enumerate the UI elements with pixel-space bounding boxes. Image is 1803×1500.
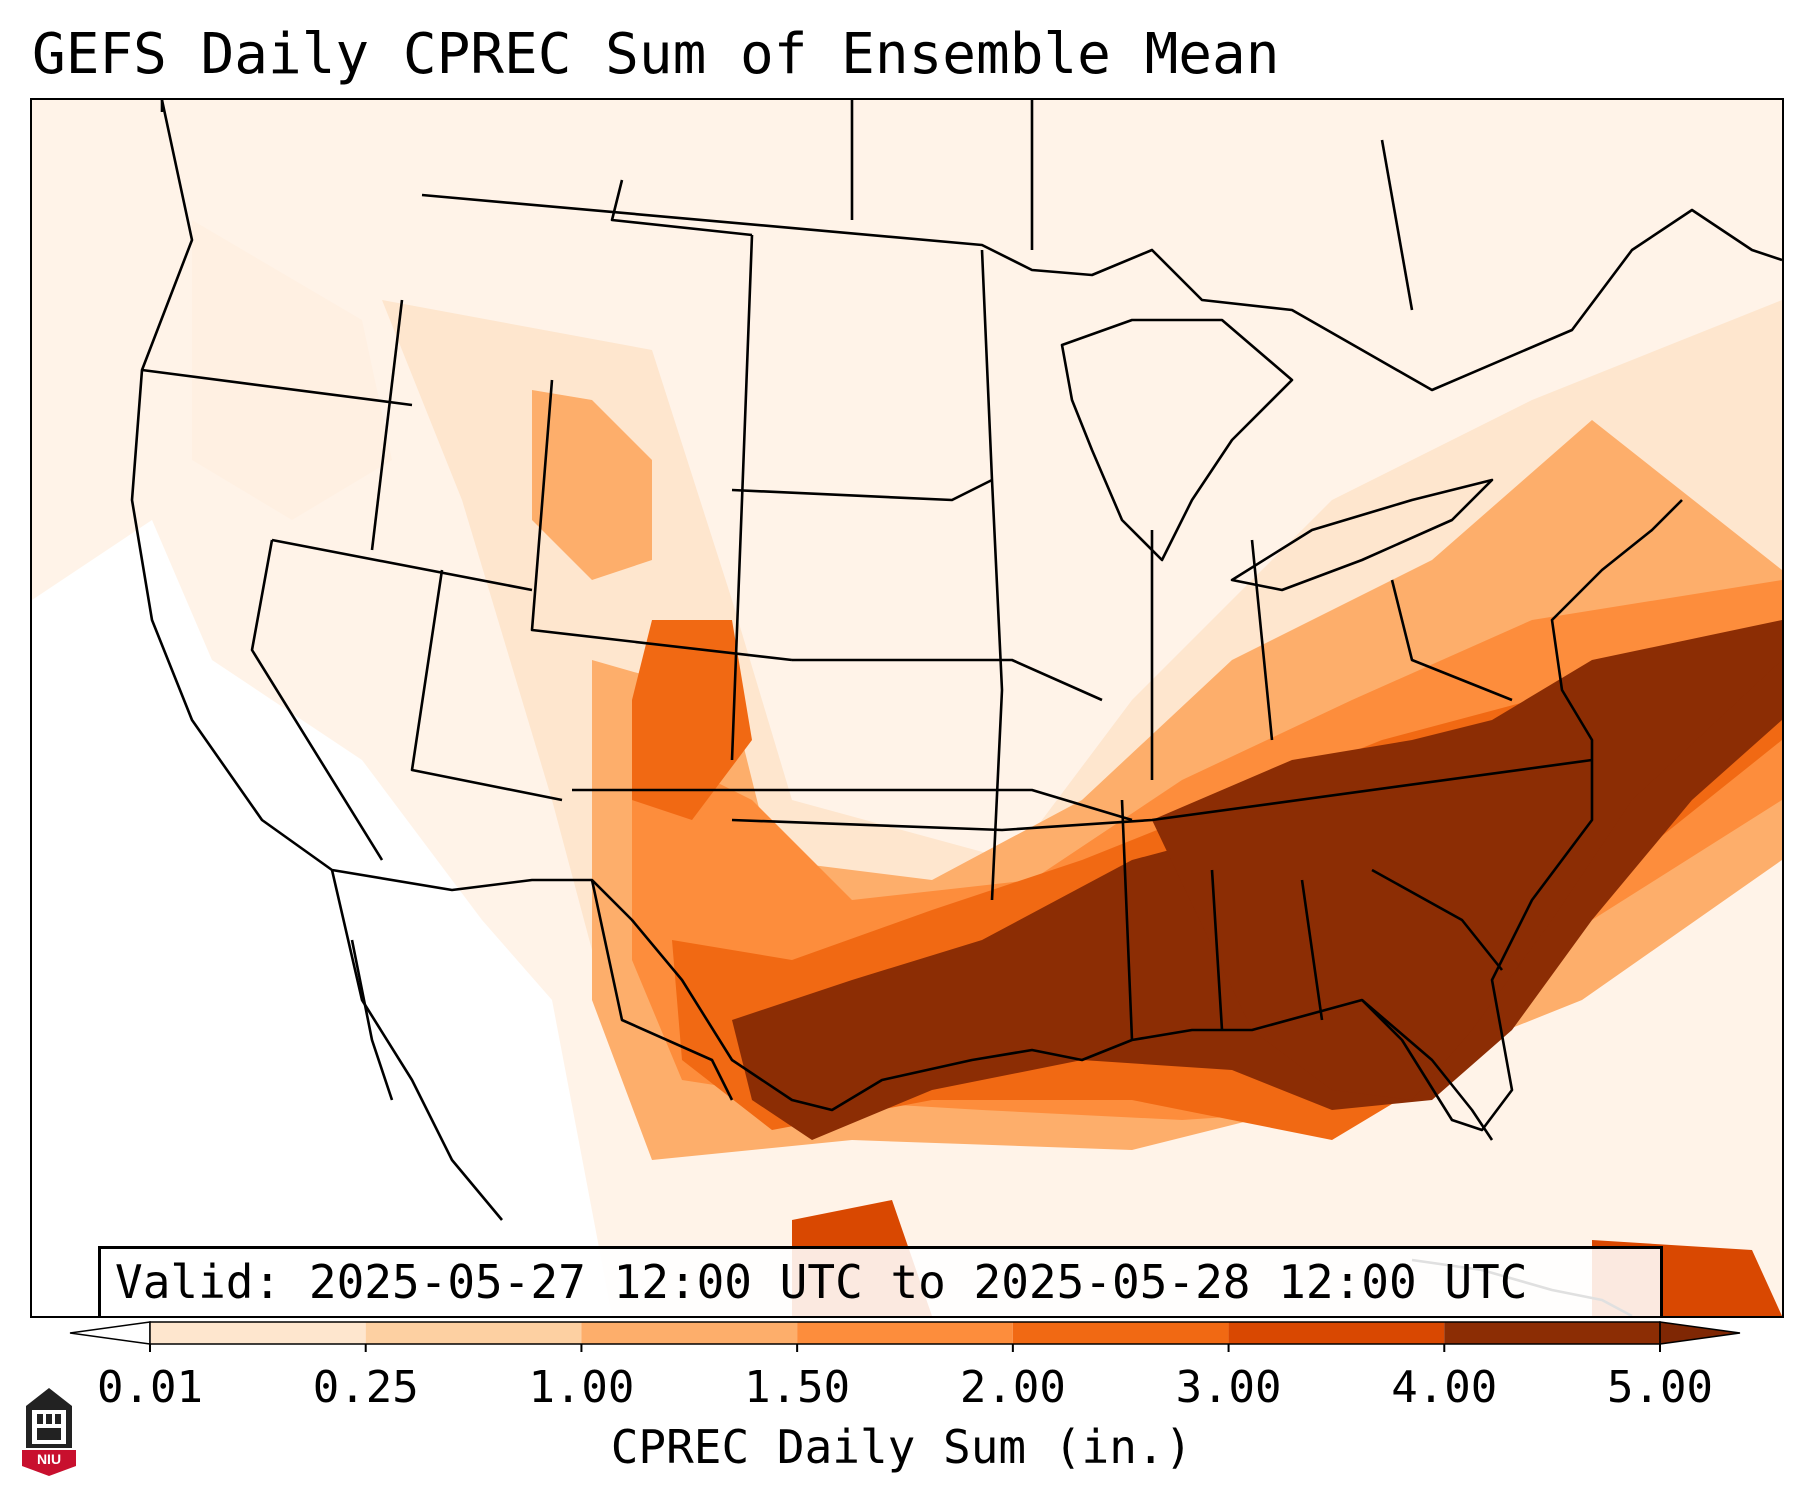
map-canvas [32,100,1782,1316]
baja-coast [350,939,394,1101]
boundaries [130,100,1782,1316]
state-line [1210,869,1224,1031]
colorbar-under-arrow [69,1321,151,1345]
colorbar-tick-label: 0.01 [97,1362,203,1413]
state-line [980,249,1004,901]
state-line [792,658,1103,702]
valid-label: Valid: [115,1255,282,1309]
state-line [1300,879,1324,1021]
state-line [250,539,384,861]
colorbar-segment [581,1322,798,1344]
state-line [141,368,413,407]
colorbar-segment [1228,1322,1445,1344]
state-line [1390,579,1513,702]
colorbar-segment [1012,1322,1229,1344]
colorbar-segment [150,1322,366,1344]
state-line [271,538,533,592]
state-line [730,234,754,761]
colorbar-label: CPREC Daily Sum (in.) [610,1420,1193,1474]
state-line [530,379,793,662]
mexico-coast [330,869,503,1221]
canada-border [160,100,1782,392]
colorbar-tick-label: 3.00 [1176,1362,1282,1413]
colorbar-over-arrow [1659,1321,1741,1345]
university-tower-icon: NIU [22,1388,76,1476]
precipitation-map: Valid: 2025-05-27 12:00 UTC to 2025-05-2… [30,98,1784,1318]
state-line [410,569,563,802]
colorbar-segment [797,1322,1013,1344]
colorbar-tick-label: 4.00 [1391,1362,1497,1413]
florida-coast [1361,999,1494,1141]
state-line [731,758,1593,832]
light-region-northwest [192,220,392,520]
colorbar: 0.01 0.25 1.00 1.50 2.00 3.00 4.00 5.00 [69,1321,1741,1413]
precip-core-southeast [1152,620,1782,1100]
map-title: GEFS Daily CPREC Sum of Ensemble Mean [32,22,1280,87]
precip-blob-wyoming [532,390,652,580]
colorbar-tick-label: 5.00 [1607,1362,1713,1413]
colorbar-outline [149,1321,1661,1345]
colorbar-tick-label: 1.00 [528,1362,634,1413]
colorbar-tick-label: 1.50 [744,1362,850,1413]
state-line [572,788,1133,822]
colorbar-segment [1444,1322,1660,1344]
great-lakes [1060,318,1294,562]
us-coastline [130,100,1683,1132]
state-line [1371,868,1504,971]
state-line [370,299,404,551]
valid-run-info-box: Valid: 2025-05-27 12:00 UTC to 2025-05-2… [98,1246,1663,1316]
colorbar-ticks: 0.01 0.25 1.00 1.50 2.00 3.00 4.00 5.00 [97,1344,1713,1413]
colorbar-tick-label: 0.25 [313,1362,419,1413]
canada-province-line [1380,139,1414,311]
dry-region-southwest [32,520,612,1316]
state-line [610,179,753,237]
state-line [1250,539,1274,741]
run-line: Run: 2025-05-22 00:00 UTC [115,1309,1646,1316]
texas-border [590,879,734,1101]
state-line [1120,799,1134,1041]
colorbar-tick-label: 2.00 [960,1362,1066,1413]
niu-logo: NIU [22,1388,76,1476]
colorbar-segment [365,1322,582,1344]
run-value: 2025-05-22 00:00 UTC [309,1309,863,1316]
state-line [731,478,993,502]
valid-value: 2025-05-27 12:00 UTC to 2025-05-28 12:00… [308,1255,1528,1309]
logo-text: NIU [37,1451,61,1467]
precip-blob-colorado [632,620,752,820]
colorbar-segments [69,1321,1741,1345]
run-label: Run: [115,1309,226,1316]
precip-field [32,100,1782,1316]
lake-erie-ontario [1230,478,1494,592]
valid-line: Valid: 2025-05-27 12:00 UTC to 2025-05-2… [115,1255,1646,1309]
